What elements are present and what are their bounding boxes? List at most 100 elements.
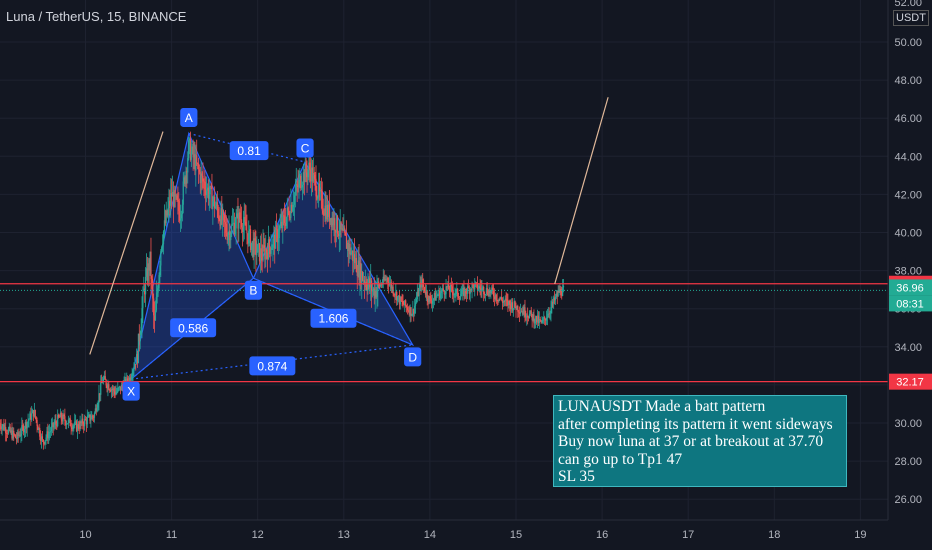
candle-body	[214, 206, 217, 209]
candle-body	[448, 282, 450, 290]
candle-body	[92, 416, 95, 418]
ratio-label-3[interactable]: 0.874	[249, 356, 296, 376]
candle-body	[92, 415, 94, 417]
candle-body	[326, 204, 328, 220]
candle-body	[209, 186, 211, 195]
candle-body	[307, 169, 309, 178]
ratio-label-1[interactable]: 0.586	[170, 318, 217, 338]
candle-body	[254, 238, 256, 241]
candle-body	[239, 212, 241, 219]
candle-body	[37, 425, 39, 430]
point-label-c-bg	[296, 138, 314, 158]
candle-body	[163, 220, 166, 232]
candle-body	[417, 291, 419, 297]
candle-body	[413, 308, 415, 314]
candle-body	[397, 296, 399, 301]
candle-body	[460, 294, 462, 297]
point-label-a[interactable]: A	[180, 107, 198, 127]
candle-body	[479, 286, 481, 289]
candle-body	[227, 235, 229, 241]
candle-body	[275, 228, 277, 249]
candle-body	[210, 186, 212, 188]
candle-body	[453, 294, 455, 296]
candle-body	[168, 200, 170, 209]
ratio-label-2[interactable]: 1.606	[310, 308, 357, 328]
ratio-label-0[interactable]: 0.81	[229, 141, 269, 161]
y-tick-label: 50.00	[894, 37, 922, 49]
candle-body	[559, 288, 561, 293]
price-tag-36-96[interactable]: 36.96	[889, 279, 932, 296]
candle-body	[388, 283, 391, 286]
candle-body	[522, 311, 524, 315]
candle-body	[146, 268, 148, 281]
trade-note[interactable]: LUNAUSDT Made a batt pattern after compl…	[553, 395, 847, 487]
candle-body	[224, 222, 227, 224]
candle-body	[477, 288, 479, 290]
candle-body	[84, 419, 86, 427]
point-label-x[interactable]: X	[122, 381, 140, 401]
candle-body	[247, 233, 249, 244]
candle-body	[194, 154, 196, 171]
candle-body	[324, 205, 326, 215]
candle-body	[117, 387, 119, 392]
trend-line[interactable]	[554, 97, 609, 285]
candle-body	[203, 181, 205, 183]
candle-body	[274, 234, 276, 249]
candle-body	[257, 243, 260, 245]
candle-body	[172, 192, 174, 207]
candle-body	[280, 221, 282, 227]
candle-body	[497, 300, 499, 302]
candle-body	[98, 393, 100, 404]
axis-unit-label[interactable]: USDT	[893, 10, 929, 26]
point-label-c[interactable]: C	[296, 138, 314, 158]
point-label-d[interactable]: D	[404, 347, 422, 367]
price-tag-32-17[interactable]: 32.17	[889, 373, 932, 390]
ratio-line-xb	[130, 277, 254, 380]
candle-body	[436, 295, 438, 297]
pattern-xab[interactable]	[130, 131, 255, 381]
candle-body	[214, 196, 216, 209]
candle-body	[18, 434, 20, 436]
candle-body	[562, 287, 564, 296]
candle-body	[315, 178, 317, 197]
candle-body	[267, 239, 270, 260]
candle-body	[418, 287, 420, 297]
point-label-b[interactable]: B	[244, 280, 262, 300]
price-tag-text: 36.96	[896, 282, 924, 294]
price-tag-08-31[interactable]: 08:31	[889, 295, 932, 312]
candle-body	[233, 222, 235, 235]
candle-body	[397, 295, 400, 297]
candle-body	[430, 298, 432, 302]
candle-body	[191, 146, 193, 152]
candle-body	[424, 291, 427, 295]
price-tag-bg	[889, 373, 932, 390]
candle-body	[482, 287, 484, 288]
candle-body	[174, 190, 176, 197]
candle-body	[382, 276, 384, 284]
point-label-d-bg	[404, 347, 422, 367]
candle-body	[232, 222, 235, 224]
y-axis-panel[interactable]	[888, 0, 932, 550]
candle-body	[42, 439, 44, 443]
trend-line[interactable]	[89, 131, 164, 355]
candle-body	[463, 288, 465, 297]
candle-body	[286, 207, 288, 217]
candle-body	[513, 301, 515, 309]
candle-body	[305, 164, 307, 173]
candle-body	[63, 414, 65, 417]
candle-body	[2, 424, 4, 427]
candle-body	[490, 290, 492, 294]
candle-body	[285, 216, 287, 226]
x-axis-panel[interactable]	[0, 520, 888, 550]
candle-body	[173, 190, 175, 207]
candle-body	[165, 210, 167, 224]
candle-body	[335, 230, 337, 233]
y-tick-label: 42.00	[894, 189, 922, 201]
candle-body	[24, 422, 27, 430]
candle-body	[166, 210, 168, 216]
candle-body	[17, 432, 19, 436]
candle-body	[554, 296, 557, 301]
candle-body	[508, 300, 510, 306]
candle-body	[301, 187, 303, 189]
